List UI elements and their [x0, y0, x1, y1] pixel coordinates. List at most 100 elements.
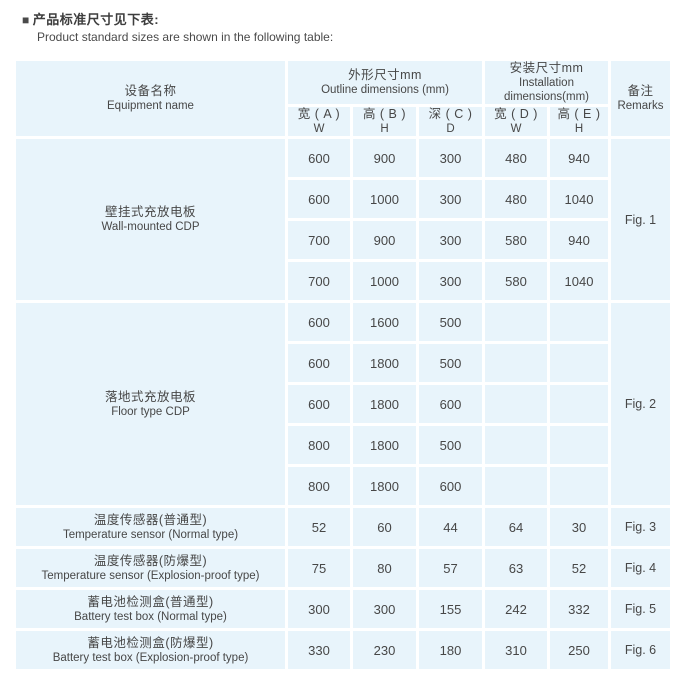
dimension-value-cell: 800	[288, 426, 350, 464]
dimension-value-cell: 30	[550, 508, 608, 546]
remarks-header-en: Remarks	[617, 100, 664, 112]
installation-dimensions-header-en: Installation dimensions(mm)	[504, 77, 589, 103]
dimension-value-cell	[485, 426, 547, 464]
remark-cell: Fig. 1	[611, 139, 670, 300]
dimension-value-cell: 52	[550, 549, 608, 587]
table-row: 600 1000 300 480 1040	[16, 180, 670, 218]
dimension-value-cell: 1000	[353, 180, 416, 218]
dimension-value-cell: 500	[419, 426, 482, 464]
equipment-name-cell: 温度传感器(普通型) Temperature sensor (Normal typ…	[16, 508, 285, 546]
dimension-value-cell: 63	[485, 549, 547, 587]
dimension-value-cell: 242	[485, 590, 547, 628]
equipment-name-cell: 温度传感器(防爆型) Temperature sensor (Explosion-…	[16, 549, 285, 587]
dimension-value-cell: 900	[353, 139, 416, 177]
dimension-value-cell: 300	[419, 221, 482, 259]
remark-cell: Fig. 4	[611, 549, 670, 587]
equipment-name-cell: 壁挂式充放电板 Wall-mounted CDP	[16, 139, 285, 300]
dimension-value-cell	[550, 385, 608, 423]
table-row: 蓄电池检测盒(防爆型) Battery test box (Explosion-p…	[16, 631, 670, 669]
dimension-value-cell: 480	[485, 139, 547, 177]
table-row: 700 1000 300 580 1040	[16, 262, 670, 300]
equipment-name-zh: 落地式充放电板	[104, 389, 196, 404]
dimension-value-cell: 1040	[550, 262, 608, 300]
remark-cell: Fig. 5	[611, 590, 670, 628]
dimension-value-cell: 1800	[353, 344, 416, 382]
page-title-zh: ■ 产品标准尺寸见下表:	[22, 11, 688, 29]
dimension-value-cell: 500	[419, 303, 482, 341]
dimension-value-cell: 700	[288, 262, 350, 300]
remarks-header: 备注 Remarks	[611, 61, 670, 136]
equipment-name-header: 设备名称 Equipment name	[16, 61, 285, 136]
installation-dimensions-header: 安装尺寸mm Installation dimensions(mm)	[485, 61, 608, 104]
dimension-value-cell: 64	[485, 508, 547, 546]
table-row: 温度传感器(普通型) Temperature sensor (Normal typ…	[16, 508, 670, 546]
equipment-name-header-zh: 设备名称	[124, 84, 177, 98]
equipment-name-en: Floor type CDP	[111, 405, 190, 418]
dimension-value-cell	[550, 344, 608, 382]
equipment-name-cell: 落地式充放电板 Floor type CDP	[16, 303, 285, 505]
equipment-name-zh: 蓄电池检测盒(普通型)	[87, 594, 214, 609]
equipment-name-en: Wall-mounted CDP	[101, 221, 200, 233]
dimension-value-cell	[485, 385, 547, 423]
dimension-value-cell: 1040	[550, 180, 608, 218]
table-row: 600 1800 500	[16, 344, 670, 382]
outline-dimensions-header-zh: 外形尺寸mm	[348, 68, 422, 82]
dimension-value-cell: 800	[288, 467, 350, 505]
dimension-value-cell: 300	[419, 139, 482, 177]
dimension-value-cell	[550, 303, 608, 341]
outline-dimensions-header: 外形尺寸mm Outline dimensions (mm)	[288, 61, 482, 104]
col-header-depth-c: 深 ( C ) D	[419, 107, 482, 136]
table-row: 蓄电池检测盒(普通型) Battery test box (Normal type…	[16, 590, 670, 628]
dimension-value-cell: 300	[353, 590, 416, 628]
dimension-value-cell: 600	[419, 385, 482, 423]
outline-dimensions-header-en: Outline dimensions (mm)	[321, 84, 449, 96]
dimension-value-cell: 330	[288, 631, 350, 669]
dimension-value-cell: 60	[353, 508, 416, 546]
dimension-value-cell: 1000	[353, 262, 416, 300]
equipment-name-header-en: Equipment name	[107, 100, 194, 112]
dimension-value-cell: 580	[485, 262, 547, 300]
dimension-value-cell: 300	[419, 262, 482, 300]
dimension-value-cell	[550, 467, 608, 505]
dimension-value-cell	[485, 344, 547, 382]
dimension-value-cell: 700	[288, 221, 350, 259]
product-size-table: 设备名称 Equipment name 外形尺寸mm Outline dimen…	[13, 58, 673, 672]
installation-dimensions-header-zh: 安装尺寸mm	[509, 61, 584, 75]
dimension-value-cell: 600	[288, 139, 350, 177]
header-row-groups: 设备名称 Equipment name 外形尺寸mm Outline dimen…	[16, 61, 670, 136]
dimension-value-cell: 75	[288, 549, 350, 587]
col-header-height-b: 高 ( B ) H	[353, 107, 416, 136]
dimension-value-cell: 1600	[353, 303, 416, 341]
table-row: 800 1800 500	[16, 426, 670, 464]
dimension-value-cell: 300	[288, 590, 350, 628]
equipment-name-en: Battery test box (Explosion-proof type)	[52, 651, 249, 664]
dimension-value-cell: 80	[353, 549, 416, 587]
table-row: 700 900 300 580 940	[16, 221, 670, 259]
dimension-value-cell: 600	[288, 180, 350, 218]
dimension-value-cell: 310	[485, 631, 547, 669]
dimension-value-cell	[550, 426, 608, 464]
dimension-value-cell: 250	[550, 631, 608, 669]
dimension-value-cell: 57	[419, 549, 482, 587]
page-title-en: Product standard sizes are shown in the …	[37, 30, 334, 44]
table-row: 600 1800 600	[16, 385, 670, 423]
table-row: 落地式充放电板 Floor type CDP 600 1600 500 Fig. 2	[16, 303, 670, 505]
dimension-value-cell: 1800	[353, 467, 416, 505]
dimension-value-cell: 180	[419, 631, 482, 669]
dimension-value-cell: 600	[288, 344, 350, 382]
col-header-width-a: 宽 ( A ) W	[288, 107, 350, 136]
dimension-value-cell: 900	[353, 221, 416, 259]
dimension-value-cell: 1800	[353, 385, 416, 423]
dimension-value-cell: 1800	[353, 426, 416, 464]
col-header-width-d: 宽 ( D ) W	[485, 107, 547, 136]
table-row: 800 1800 600	[16, 467, 670, 505]
dimension-value-cell: 940	[550, 139, 608, 177]
equipment-name-cell: 蓄电池检测盒(普通型) Battery test box (Normal type…	[16, 590, 285, 628]
col-header-height-e: 高 ( E ) H	[550, 107, 608, 136]
dimension-value-cell: 44	[419, 508, 482, 546]
remark-cell: Fig. 6	[611, 631, 670, 669]
dimension-value-cell: 580	[485, 221, 547, 259]
equipment-name-zh: 温度传感器(普通型)	[93, 512, 208, 527]
dimension-value-cell: 600	[288, 385, 350, 423]
